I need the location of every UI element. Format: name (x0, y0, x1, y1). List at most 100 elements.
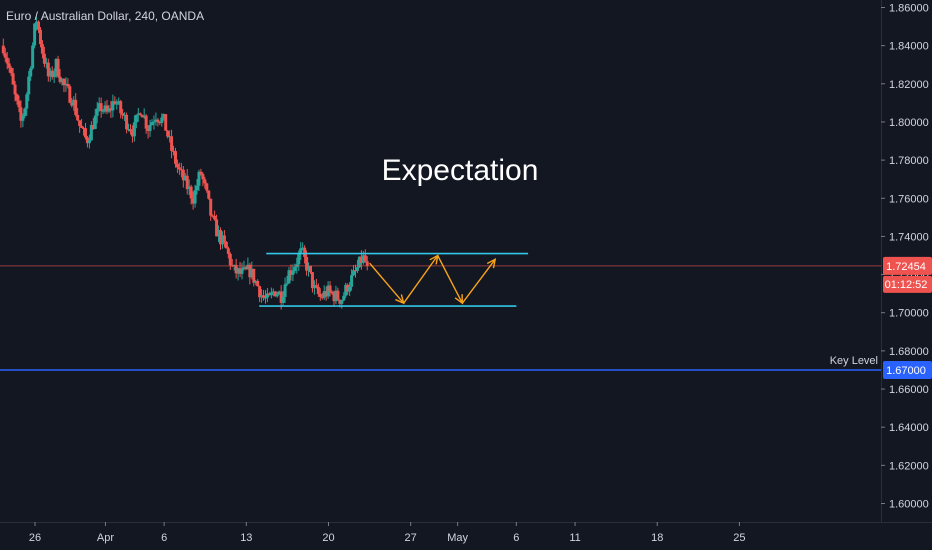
candle-body (144, 115, 148, 129)
candle-body (164, 114, 168, 131)
candle-body (29, 68, 33, 77)
candle-body (27, 76, 31, 95)
candle-body (246, 264, 250, 270)
projection-segment (461, 258, 496, 304)
candle-body (279, 291, 283, 303)
candle-body (99, 103, 103, 111)
candle-body (289, 270, 293, 275)
candle-body (203, 179, 207, 184)
candle-body (310, 272, 314, 289)
candle-body (267, 293, 271, 296)
candle-body (291, 270, 295, 275)
candle-body (187, 186, 191, 190)
candle-body (105, 105, 109, 112)
candle-body (95, 108, 99, 116)
candle-body (23, 108, 27, 116)
candle-body (352, 270, 356, 276)
candle-body (117, 101, 121, 104)
candle-body (25, 94, 29, 109)
candle-body (211, 215, 215, 217)
candle-body (35, 21, 39, 24)
candle-body (299, 248, 303, 255)
candle-body (1, 45, 5, 54)
candle-body (85, 137, 89, 144)
x-tick-label: 11 (569, 532, 580, 544)
candle-body (254, 280, 258, 283)
candle-body (80, 125, 84, 128)
candle-body (76, 114, 80, 121)
last-price-tag (883, 256, 932, 275)
candle-body (103, 105, 107, 111)
candle-body (40, 44, 44, 54)
candle-body (136, 113, 140, 115)
y-tick-label: 1.62000 (889, 460, 929, 472)
candle-body (38, 29, 42, 45)
key-level-price: 1.67000 (886, 365, 926, 377)
candle-body (109, 108, 113, 111)
candle-body (191, 198, 195, 204)
candle-body (125, 114, 129, 130)
candle-body (154, 119, 158, 122)
candle-body (218, 229, 222, 245)
candle-body (324, 291, 328, 297)
candle-body (138, 113, 142, 116)
candle-body (66, 83, 70, 87)
candle-body (62, 79, 66, 86)
candle-body (121, 113, 125, 116)
candle-body (189, 186, 193, 199)
candle-body (252, 268, 256, 283)
candle-body (33, 23, 37, 46)
candle-body (248, 264, 252, 278)
candle-body (305, 256, 309, 271)
candle-body (312, 285, 316, 289)
candle-body (269, 292, 273, 296)
candle-body (336, 290, 340, 300)
y-tick-label: 1.70000 (889, 308, 929, 320)
candle-body (275, 294, 279, 297)
candle-body (316, 286, 320, 294)
candle-body (344, 284, 348, 296)
candle-body (15, 94, 19, 101)
candle-body (50, 70, 54, 78)
candle-body (273, 291, 277, 297)
candle-body (303, 247, 307, 257)
y-tick-label: 1.66000 (889, 384, 929, 396)
candle-body (156, 119, 160, 122)
candle-body (119, 101, 123, 114)
y-tick-label: 1.82000 (889, 79, 929, 91)
horizontal-lines: Key Level (0, 265, 881, 371)
candle-body (293, 267, 297, 271)
x-tick-label: 6 (513, 532, 519, 544)
candle-body (240, 268, 244, 274)
candle-body (228, 253, 232, 266)
candle-body (177, 167, 181, 170)
candle-body (89, 125, 93, 141)
candle-body (168, 136, 172, 138)
candle-body (132, 122, 136, 137)
y-tick-label: 1.76000 (889, 193, 929, 205)
candle-body (205, 183, 209, 191)
candle-body (46, 62, 50, 77)
candle-body (262, 295, 266, 298)
x-tick-label: 25 (733, 532, 745, 544)
candle-body (263, 297, 267, 299)
candle-body (13, 84, 17, 95)
candle-body (74, 99, 78, 115)
candle-body (87, 140, 91, 144)
candle-body (287, 270, 291, 284)
candle-body (162, 114, 166, 118)
candle-body (281, 296, 285, 303)
y-tick-label: 1.64000 (889, 422, 929, 434)
candle-body (170, 136, 174, 151)
candle-body (334, 290, 338, 302)
candle-body (148, 125, 152, 131)
candle-body (236, 268, 240, 274)
x-tick-label: 27 (405, 532, 417, 544)
y-tick-label: 1.60000 (889, 499, 929, 511)
candle-body (222, 235, 226, 242)
candle-body (93, 115, 97, 129)
candle-body (195, 185, 199, 191)
candle-body (258, 286, 262, 298)
candle-body (201, 174, 205, 180)
